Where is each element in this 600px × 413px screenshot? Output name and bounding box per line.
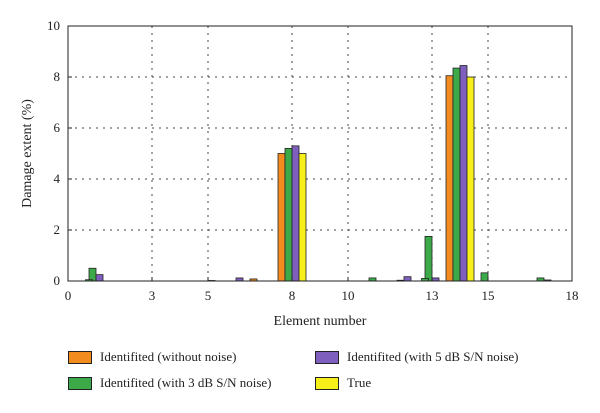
bar [291, 145, 300, 282]
x-tick-label: 5 [205, 288, 212, 303]
bar [445, 75, 454, 282]
x-tick-label: 15 [482, 288, 495, 303]
y-tick-label: 10 [47, 18, 60, 33]
y-tick-label: 0 [54, 273, 61, 288]
bar [298, 153, 307, 282]
x-tick-label: 13 [426, 288, 439, 303]
grid [68, 26, 572, 281]
bar [88, 267, 97, 282]
bar [277, 153, 286, 282]
bar [466, 76, 475, 282]
x-tick-label: 18 [566, 288, 579, 303]
y-tick-label: 8 [54, 69, 61, 84]
y-axis-title: Damage extent (%) [20, 99, 35, 208]
bar [480, 272, 489, 282]
plot-frame [67, 25, 573, 282]
x-tick-label: 8 [289, 288, 296, 303]
bar [95, 274, 104, 282]
y-tick-label: 4 [54, 171, 61, 186]
bar [459, 65, 468, 282]
bar [452, 67, 461, 282]
y-tick-label: 6 [54, 120, 61, 135]
bar [284, 147, 293, 282]
x-tick-label: 0 [65, 288, 72, 303]
y-tick-label: 2 [54, 222, 61, 237]
bars [85, 65, 552, 282]
x-tick-label: 10 [342, 288, 355, 303]
bar [403, 276, 412, 282]
x-tick-label: 3 [149, 288, 156, 303]
x-axis-title: Element number [274, 314, 367, 329]
bar [424, 235, 433, 282]
axis-ticks: 0 3 5 8 10 13 15 18 0 2 4 6 8 10 [47, 18, 579, 303]
